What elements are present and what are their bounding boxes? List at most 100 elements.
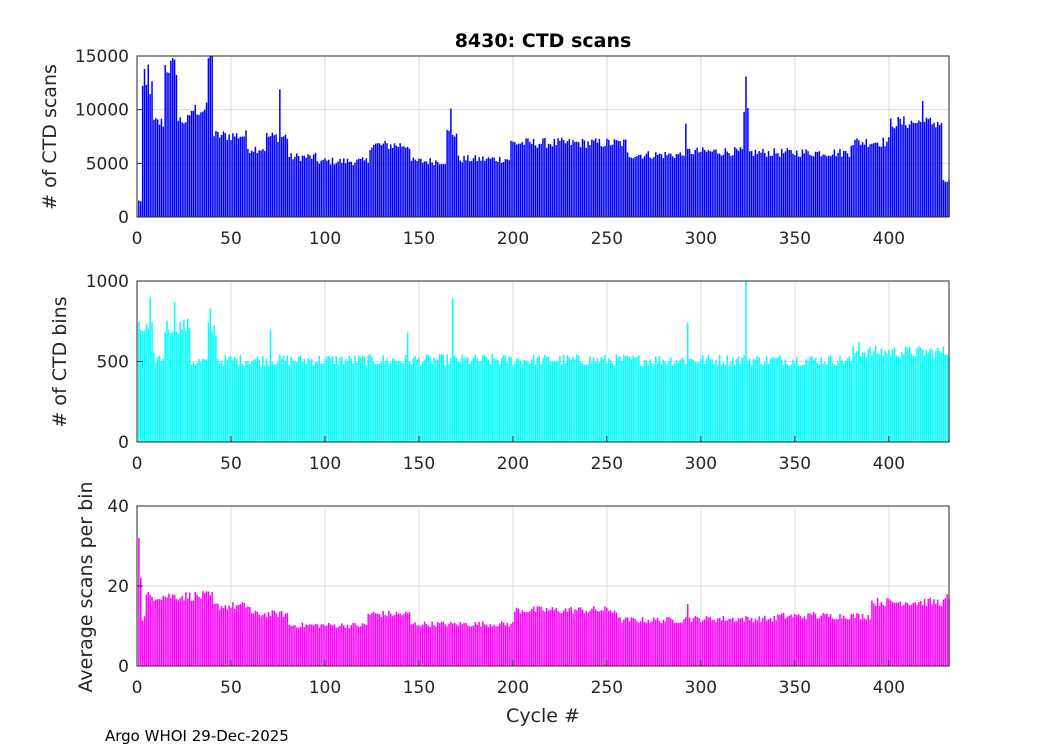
bins-bar bbox=[233, 357, 236, 442]
avg-bar bbox=[705, 615, 708, 666]
scans-bar bbox=[647, 151, 650, 217]
scans-bar bbox=[171, 58, 174, 217]
bins-bar bbox=[220, 360, 223, 442]
avg-bar bbox=[715, 621, 717, 666]
bins-bar bbox=[707, 354, 710, 442]
scans-bar bbox=[846, 153, 849, 217]
scans-bar bbox=[256, 153, 259, 217]
avg-bar bbox=[273, 610, 275, 666]
scans-bar bbox=[720, 155, 723, 217]
scans-bar bbox=[852, 145, 854, 217]
bins-bar bbox=[344, 359, 347, 442]
avg-bar bbox=[202, 591, 204, 666]
scans-bar bbox=[190, 110, 193, 217]
scans-bar bbox=[679, 152, 681, 217]
bins-x-ticks: 0 50 100 150 200 250 300 350 400 bbox=[132, 436, 905, 474]
scans-bar bbox=[301, 155, 304, 217]
chart-title: 8430: CTD scans bbox=[455, 30, 632, 52]
avg-bar bbox=[149, 594, 151, 666]
bins-bar bbox=[271, 361, 274, 442]
scans-bar bbox=[899, 118, 901, 217]
bins-bar bbox=[506, 362, 509, 442]
scans-bar bbox=[611, 144, 614, 217]
bins-bar bbox=[762, 365, 764, 442]
scans-bar bbox=[671, 156, 674, 217]
bins-bar bbox=[378, 363, 381, 442]
scans-bar bbox=[203, 109, 206, 217]
bins-bar bbox=[348, 355, 351, 442]
scans-bar bbox=[842, 150, 845, 217]
scans-bar bbox=[237, 138, 240, 217]
bins-bar bbox=[536, 357, 539, 442]
avg-bar bbox=[839, 614, 841, 666]
bins-bar bbox=[493, 358, 495, 442]
bins-bar bbox=[589, 356, 591, 442]
avg-bar bbox=[927, 598, 930, 666]
bins-bar bbox=[794, 363, 796, 442]
bins-bar bbox=[786, 364, 789, 442]
bins-bar bbox=[380, 361, 383, 442]
bins-bar bbox=[339, 357, 341, 442]
avg-bar bbox=[598, 611, 601, 666]
scans-bar bbox=[741, 148, 743, 217]
x-tick-label: 350 bbox=[779, 454, 811, 474]
scans-bar bbox=[416, 161, 418, 217]
x-tick-label: 300 bbox=[685, 229, 717, 249]
scans-bar bbox=[153, 119, 155, 217]
avg-bar bbox=[888, 598, 890, 666]
scans-bar bbox=[303, 155, 306, 217]
avg-bar bbox=[750, 617, 753, 666]
avg-bar bbox=[745, 616, 747, 666]
avg-bar bbox=[369, 614, 371, 666]
scans-bar bbox=[401, 146, 403, 217]
bins-bar bbox=[205, 359, 208, 442]
scans-bar bbox=[414, 159, 416, 217]
bins-bar bbox=[540, 364, 542, 442]
x-tick-label: 200 bbox=[497, 454, 529, 474]
avg-bar bbox=[581, 609, 584, 666]
bins-bar bbox=[459, 362, 462, 442]
scans-bar bbox=[816, 151, 819, 217]
avg-bar bbox=[769, 618, 772, 666]
scans-bar bbox=[508, 160, 510, 217]
avg-bar bbox=[483, 624, 486, 666]
bins-bar bbox=[389, 362, 392, 442]
scans-bar bbox=[884, 146, 886, 217]
avg-bar bbox=[546, 608, 548, 666]
bins-panel: 0 50 100 150 200 250 300 350 400 0 500 1000 # of C… bbox=[49, 272, 950, 474]
scans-bar bbox=[420, 158, 422, 217]
scans-bar bbox=[367, 162, 369, 217]
bins-bar bbox=[485, 357, 488, 442]
scans-bar bbox=[534, 145, 537, 217]
bins-bar bbox=[666, 363, 668, 442]
bins-bar bbox=[228, 356, 230, 442]
avg-bar bbox=[482, 621, 484, 666]
avg-bar bbox=[801, 617, 804, 666]
avg-bar bbox=[487, 626, 490, 666]
avg-bar bbox=[512, 621, 514, 666]
avg-bar bbox=[619, 617, 621, 666]
scans-bar bbox=[468, 161, 471, 217]
avg-bar bbox=[352, 622, 354, 666]
bins-bar bbox=[140, 329, 142, 442]
avg-bar bbox=[794, 614, 796, 666]
scans-bar bbox=[532, 138, 535, 217]
avg-bar bbox=[493, 624, 495, 666]
avg-bar bbox=[611, 612, 614, 666]
bins-bar bbox=[504, 355, 507, 442]
bins-bar bbox=[476, 358, 478, 442]
bins-bar bbox=[371, 356, 373, 442]
bins-bar bbox=[756, 355, 759, 442]
scans-bar bbox=[775, 153, 777, 217]
avg-bar bbox=[504, 625, 507, 666]
avg-bar bbox=[290, 625, 292, 666]
scans-bar bbox=[630, 157, 633, 217]
bins-bar bbox=[914, 356, 916, 442]
bins-bar bbox=[438, 354, 441, 442]
bins-bar bbox=[773, 357, 775, 442]
bins-bar bbox=[326, 356, 328, 442]
scans-bar bbox=[213, 136, 215, 217]
scans-bar bbox=[155, 118, 157, 217]
scans-bar bbox=[388, 148, 390, 217]
scans-bar bbox=[698, 152, 700, 217]
